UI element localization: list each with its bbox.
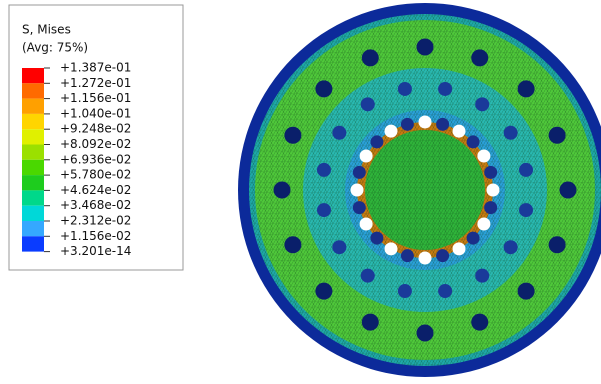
mesh [249, 14, 601, 366]
hole [360, 268, 375, 283]
legend-swatch [22, 236, 44, 252]
hole [316, 203, 331, 218]
hole [359, 149, 373, 163]
hole [315, 80, 333, 98]
hole [384, 124, 398, 138]
legend-label: +1.156e-01 [60, 91, 131, 105]
hole [370, 135, 384, 149]
legend-swatch [22, 68, 44, 84]
legend-swatch [22, 175, 44, 191]
hole [503, 240, 518, 255]
hole [477, 149, 491, 163]
hole [471, 313, 489, 331]
hole [315, 282, 333, 300]
hole [284, 236, 302, 254]
hole [477, 217, 491, 231]
legend-swatch [22, 190, 44, 206]
legend-label: +3.468e-02 [60, 198, 131, 212]
hole [548, 236, 566, 254]
hole [517, 80, 535, 98]
hole [359, 217, 373, 231]
legend-swatch [22, 221, 44, 237]
hole [452, 242, 466, 256]
hole [352, 165, 366, 179]
hole [416, 38, 434, 56]
hole [332, 125, 347, 140]
legend-label: +6.936e-02 [60, 152, 131, 166]
legend-swatch [22, 113, 44, 130]
legend-label: +3.201e-14 [60, 244, 131, 258]
hole [436, 249, 450, 263]
hole [548, 126, 566, 144]
hole [273, 181, 291, 199]
hole [397, 284, 412, 299]
legend: +1.387e-01+1.272e-01+1.156e-01+1.040e-01… [22, 61, 131, 258]
hole [484, 201, 498, 215]
hole [471, 49, 489, 67]
hole [438, 81, 453, 96]
legend-label: +1.040e-01 [60, 106, 131, 120]
hole [418, 115, 432, 129]
hole [466, 135, 480, 149]
hole [361, 313, 379, 331]
contour-plot [238, 3, 601, 377]
hole [332, 240, 347, 255]
legend-subtitle: (Avg: 75%) [22, 41, 88, 55]
hole [352, 201, 366, 215]
hole [418, 251, 432, 265]
legend-label: +8.092e-02 [60, 137, 131, 151]
hole [316, 162, 331, 177]
hole [559, 181, 577, 199]
hole [350, 183, 364, 197]
legend-swatch [22, 98, 44, 114]
hole [519, 162, 534, 177]
hole [400, 117, 414, 131]
hole [486, 183, 500, 197]
legend-swatch [22, 83, 44, 99]
legend-label: +4.624e-02 [60, 183, 131, 197]
hole [436, 117, 450, 131]
hole [475, 268, 490, 283]
legend-label: +1.156e-02 [60, 229, 131, 243]
hole [284, 126, 302, 144]
hole [484, 165, 498, 179]
hole [503, 125, 518, 140]
holes [273, 38, 577, 342]
legend-swatch [22, 159, 44, 176]
legend-label: +9.248e-02 [60, 122, 131, 136]
hole [400, 249, 414, 263]
hole [519, 203, 534, 218]
legend-title: S, Mises [22, 23, 71, 37]
hole [361, 49, 379, 67]
hole [360, 97, 375, 112]
hole [517, 282, 535, 300]
hole [397, 81, 412, 96]
hole [475, 97, 490, 112]
legend-label: +1.387e-01 [60, 61, 131, 75]
hole [438, 284, 453, 299]
hole [452, 124, 466, 138]
hole [416, 324, 434, 342]
hole [466, 231, 480, 245]
legend-label: +1.272e-01 [60, 76, 131, 90]
legend-label: +5.780e-02 [60, 168, 131, 182]
hole [384, 242, 398, 256]
legend-swatch [22, 129, 44, 145]
legend-swatch [22, 205, 44, 221]
legend-label: +2.312e-02 [60, 214, 131, 228]
hole [370, 231, 384, 245]
legend-swatch [22, 144, 44, 160]
